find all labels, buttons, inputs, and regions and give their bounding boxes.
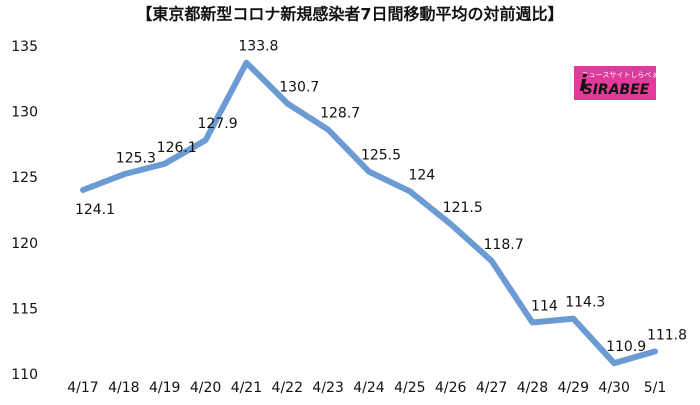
chart-title: 【東京都新型コロナ新規感染者7日間移動平均の対前週比】	[136, 5, 563, 24]
data-label: 111.8	[647, 327, 687, 343]
data-label: 118.7	[484, 237, 524, 253]
data-label: 124	[408, 167, 435, 183]
series-line	[80, 59, 658, 367]
x-tick-label: 4/27	[476, 380, 507, 396]
data-label: 127.9	[198, 116, 238, 132]
data-label: 133.8	[238, 39, 278, 55]
y-tick-label: 135	[11, 39, 38, 55]
x-tick-label: 4/25	[394, 380, 425, 396]
data-label: 128.7	[320, 106, 360, 122]
data-label: 121.5	[443, 200, 483, 216]
y-tick-label: 115	[11, 301, 38, 317]
data-label: 125.3	[116, 150, 156, 166]
logo-icon: i	[579, 72, 587, 97]
x-tick-label: 4/24	[353, 380, 385, 396]
x-tick-label: 5/1	[644, 380, 667, 396]
x-tick-label: 4/19	[149, 380, 180, 396]
x-tick-label: 4/18	[108, 380, 139, 396]
data-label: 114	[531, 299, 558, 315]
data-label: 125.5	[361, 148, 401, 164]
x-tick-label: 4/20	[190, 380, 221, 396]
x-tick-label: 4/29	[558, 380, 589, 396]
x-tick-label: 4/23	[312, 380, 343, 396]
x-tick-label: 4/30	[598, 380, 629, 396]
logo-tagline: ニュースサイトしらべぇ	[582, 71, 659, 79]
data-label: 126.1	[157, 140, 197, 156]
y-tick-label: 130	[11, 105, 38, 121]
data-label: 114.3	[565, 295, 605, 311]
x-tick-label: 4/22	[272, 380, 303, 396]
logo: ニュースサイトしらべぇ SIRABEE i	[574, 66, 658, 100]
x-tick-label: 4/17	[67, 380, 98, 396]
y-tick-label: 120	[11, 236, 38, 252]
data-label: 130.7	[279, 79, 319, 95]
logo-background	[574, 66, 656, 100]
x-tick-label: 4/28	[517, 380, 548, 396]
y-tick-label: 125	[11, 170, 38, 186]
data-label: 124.1	[75, 202, 115, 218]
data-label: 110.9	[606, 339, 646, 355]
logo-name: SIRABEE	[583, 82, 650, 98]
x-tick-label: 4/26	[435, 380, 467, 396]
x-tick-label: 4/21	[231, 380, 262, 396]
y-tick-label: 110	[11, 367, 38, 383]
